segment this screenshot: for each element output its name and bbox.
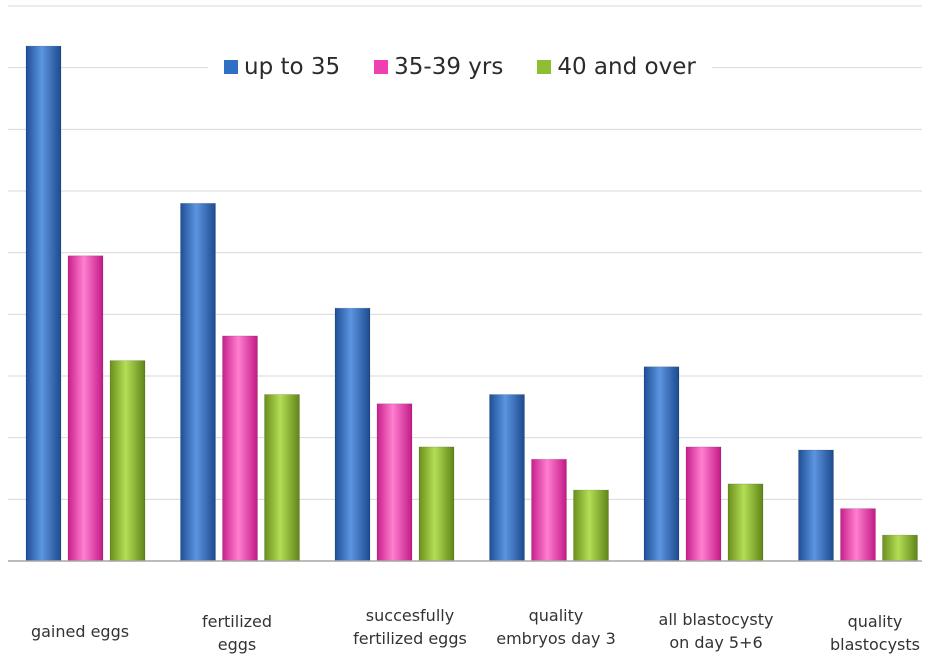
category-label-line: succesfully [365, 606, 455, 625]
bar-series-3-category-1 [109, 360, 146, 562]
bar-series-3-category-3 [418, 446, 455, 562]
category-label-quality-embryos-day-3: quality embryos day 3 [481, 604, 631, 650]
category-label-line: on day 5+6 [669, 633, 763, 652]
bar-series-2-category-3 [376, 403, 413, 562]
bar-series-2-category-1 [67, 255, 104, 562]
bar-series-3-category-5 [727, 483, 764, 562]
category-label-successfully-fertilized-eggs: succesfully fertilized eggs [335, 604, 485, 650]
category-label-line: embryos day 3 [496, 629, 616, 648]
bars [25, 45, 918, 562]
bar-series-1-category-1 [25, 45, 62, 562]
category-label-line: all blastocysty [658, 610, 774, 629]
gridlines [8, 5, 922, 500]
legend-label-series-1: up to 35 [244, 54, 341, 80]
legend-label-series-3: 40 and over [557, 54, 696, 80]
bar-series-2-category-4 [531, 458, 567, 562]
category-label-gained-eggs: gained eggs [5, 620, 155, 643]
bar-series-1-category-5 [643, 366, 680, 562]
legend-label-series-2: 35-39 yrs [394, 54, 504, 80]
category-label-line: fertilized [201, 612, 273, 631]
legend-swatch-series-2 [374, 60, 389, 74]
bar-series-1-category-4 [489, 394, 525, 562]
category-label-line: fertilized eggs [353, 629, 467, 648]
bar-series-3-category-6 [882, 534, 918, 562]
bar-series-2-category-2 [222, 335, 258, 562]
legend-swatch-series-3 [537, 60, 552, 74]
category-label-line: quality [847, 612, 903, 631]
legend-item-series-2: 35-39 yrs [374, 54, 503, 80]
category-label-line: blastocysts [829, 635, 920, 654]
bar-series-1-category-6 [798, 449, 834, 562]
bar-series-2-category-6 [840, 508, 876, 562]
category-label-fertilized-eggs: fertilized eggs [162, 610, 312, 656]
category-label-line: gained eggs [30, 622, 130, 641]
category-label-line: quality [528, 606, 584, 625]
category-label-all-blastocysty: all blastocysty on day 5+6 [641, 608, 791, 654]
bar-series-1-category-2 [180, 202, 216, 562]
bar-series-3-category-2 [264, 394, 300, 562]
bar-series-3-category-4 [573, 489, 609, 562]
legend: up to 35 35-39 yrs 40 and over [208, 50, 712, 84]
category-label-line: eggs [217, 635, 257, 654]
bar-series-1-category-3 [334, 307, 371, 562]
legend-swatch-series-1 [224, 60, 238, 74]
category-label-quality-blastocysts: quality blastocysts [800, 610, 930, 656]
legend-item-series-3: 40 and over [537, 54, 696, 80]
legend-item-series-1: up to 35 [224, 54, 340, 80]
bar-series-2-category-5 [685, 446, 722, 562]
